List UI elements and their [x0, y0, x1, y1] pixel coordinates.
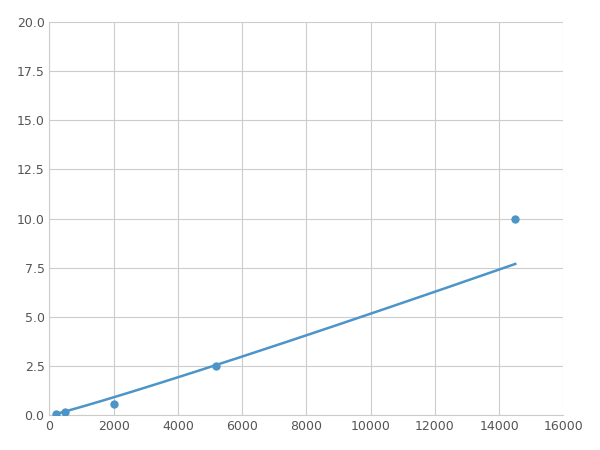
Point: [109, 400, 118, 407]
Point: [61, 408, 70, 415]
Point: [212, 363, 221, 370]
Point: [511, 215, 520, 222]
Point: [51, 410, 61, 417]
